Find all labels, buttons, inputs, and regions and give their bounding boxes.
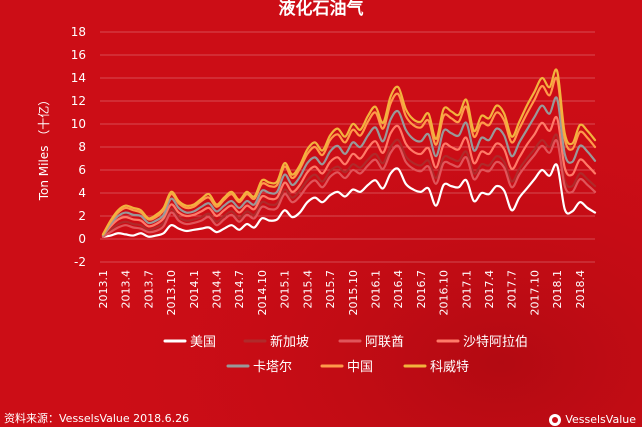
series-line-5	[101, 96, 597, 237]
series-line-3	[101, 139, 597, 238]
y-tick-label: 8	[78, 140, 86, 154]
x-tick-label: 2017.1	[460, 270, 473, 309]
x-tick-label: 2014.1	[188, 270, 201, 309]
brand-icon	[549, 413, 562, 426]
x-tick-label: 2015.4	[301, 270, 314, 309]
legend-label: 卡塔尔	[253, 360, 292, 375]
x-tick-label: 2013.7	[142, 270, 155, 309]
legend-label: 中国	[347, 360, 373, 375]
series-line-6	[101, 76, 597, 236]
x-tick-label: 2016.1	[369, 270, 382, 309]
legend-label: 新加坡	[270, 334, 309, 350]
x-tick-label: 2015.7	[324, 270, 337, 309]
y-tick-label: 12	[71, 94, 86, 108]
y-axis-label: Ton Miles （十亿）	[36, 94, 51, 202]
legend-label: 阿联酋	[365, 334, 404, 350]
x-tick-label: 2016.4	[392, 270, 405, 309]
y-tick-label: 10	[71, 117, 86, 131]
y-tick-label: 16	[71, 48, 86, 62]
chart-title: 液化石油气	[278, 0, 364, 19]
x-tick-label: 2015.1	[279, 270, 292, 309]
brand-name: VesselsValue	[565, 413, 636, 426]
y-tick-label: 4	[78, 186, 86, 200]
x-tick-label: 2013.4	[120, 270, 133, 309]
y-tick-label: 14	[71, 71, 86, 85]
x-tick-label: 2014.7	[233, 270, 246, 309]
x-tick-label: 2013.10	[165, 270, 178, 316]
x-tick-label: 2014.10	[256, 270, 269, 316]
x-tick-label: 2018.4	[574, 270, 587, 309]
series-line-4	[101, 115, 597, 237]
y-tick-label: 2	[78, 209, 86, 223]
x-tick-label: 2016.7	[415, 270, 428, 309]
legend-label: 科威特	[430, 360, 469, 375]
x-tick-label: 2015.10	[347, 270, 360, 316]
y-tick-label: 18	[71, 25, 86, 39]
y-tick-label: 6	[78, 163, 86, 177]
x-tick-label: 2017.7	[506, 270, 519, 309]
y-tick-label: 0	[78, 232, 86, 246]
brand-logo: VesselsValue	[549, 413, 636, 426]
legend-label: 美国	[190, 335, 216, 350]
series-line-2	[101, 133, 597, 237]
source-note: 资料来源：VesselsValue 2018.6.26	[4, 412, 190, 425]
series-line-7	[101, 68, 597, 236]
series-line-1	[101, 163, 597, 238]
y-tick-label: -2	[74, 255, 86, 269]
legend-label: 沙特阿拉伯	[463, 335, 528, 350]
x-tick-label: 2017.10	[528, 270, 541, 316]
x-tick-label: 2017.4	[483, 270, 496, 309]
x-tick-label: 2014.4	[211, 270, 224, 309]
x-tick-label: 2016.10	[438, 270, 451, 316]
x-tick-label: 2018.1	[551, 270, 564, 309]
x-tick-label: 2013.1	[97, 270, 110, 309]
